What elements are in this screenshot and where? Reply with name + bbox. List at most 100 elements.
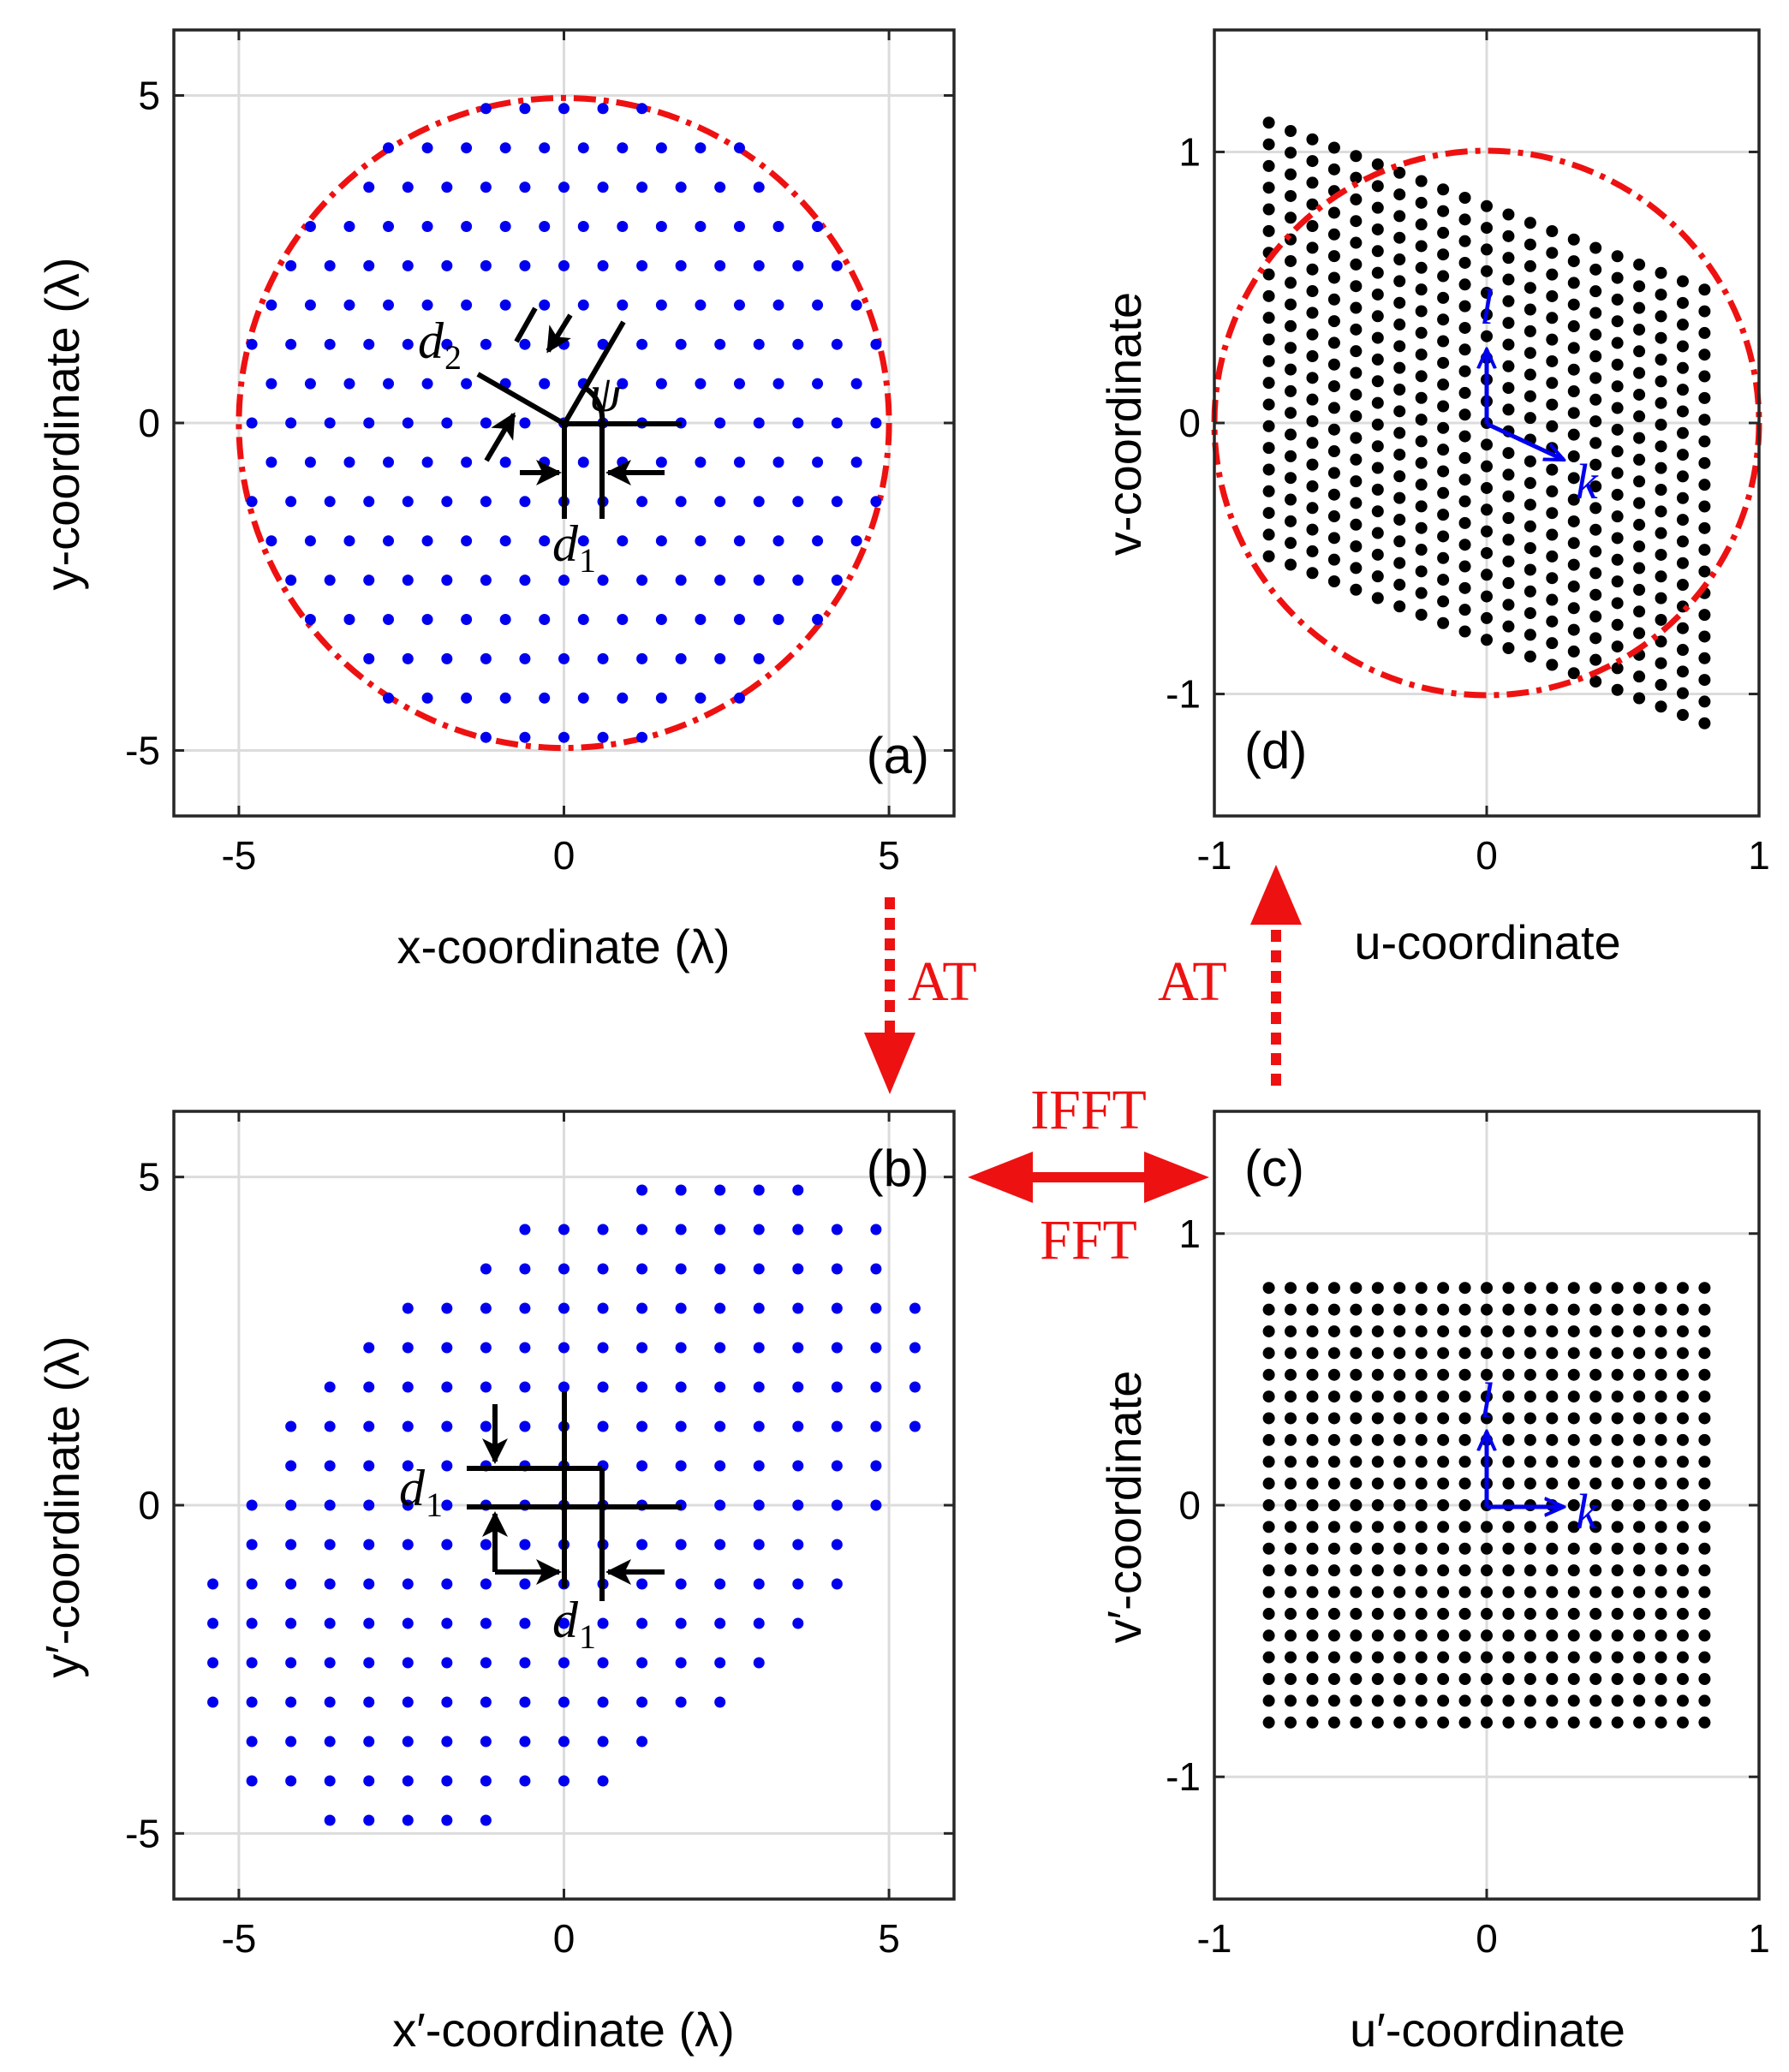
c-data-point xyxy=(1458,1629,1471,1642)
d-data-point xyxy=(1415,218,1428,231)
d-data-point xyxy=(1633,453,1646,466)
c-data-point xyxy=(1415,1477,1428,1490)
c-data-point xyxy=(1393,1303,1406,1316)
d-data-point xyxy=(1546,420,1559,432)
d-ytick-label: 0 xyxy=(1178,401,1201,445)
d-data-point xyxy=(1285,515,1297,527)
d-data-point xyxy=(1589,393,1602,406)
a-xtick-label: 0 xyxy=(553,833,575,878)
d-data-point xyxy=(1458,495,1471,508)
c-data-point xyxy=(1437,1477,1450,1490)
c-data-point xyxy=(1415,1433,1428,1446)
b-data-point xyxy=(324,1420,336,1432)
c-data-point xyxy=(1415,1303,1428,1316)
d-data-point xyxy=(1589,653,1602,666)
b-data-point xyxy=(714,1499,726,1511)
d-data-point xyxy=(1458,516,1471,529)
a-data-point xyxy=(753,496,765,508)
at-down-arrow-icon xyxy=(864,1033,915,1094)
c-data-point xyxy=(1350,1412,1363,1425)
a-data-point xyxy=(539,221,551,232)
c-data-point xyxy=(1393,1521,1406,1533)
c-data-point xyxy=(1589,1607,1602,1620)
c-data-point xyxy=(1393,1325,1406,1337)
a-data-point xyxy=(519,496,531,508)
c-data-point xyxy=(1546,1629,1559,1642)
d-data-point xyxy=(1502,273,1515,286)
d-data-point xyxy=(1655,266,1667,279)
c-data-point xyxy=(1633,1499,1646,1511)
d-data-point xyxy=(1611,271,1624,284)
d-data-point xyxy=(1350,475,1363,488)
a-data-point xyxy=(363,496,375,508)
d-data-point xyxy=(1262,182,1275,194)
fft-arrow-left-icon xyxy=(968,1152,1033,1203)
a-data-point xyxy=(733,221,745,232)
b-data-point xyxy=(324,1775,336,1787)
d-data-point xyxy=(1371,548,1384,561)
c-data-point xyxy=(1350,1303,1363,1316)
b-data-point xyxy=(675,1578,687,1590)
a-data-point xyxy=(655,378,667,390)
d-data-point xyxy=(1371,158,1384,171)
b-data-point xyxy=(597,1775,609,1787)
b-data-point xyxy=(441,1420,453,1432)
d-data-point xyxy=(1698,283,1711,296)
d-data-point xyxy=(1350,193,1363,205)
d-data-point xyxy=(1262,138,1275,151)
a-data-point xyxy=(421,221,433,232)
d-data-point xyxy=(1611,445,1624,458)
b-data-point xyxy=(324,1617,336,1629)
a-data-point xyxy=(441,182,453,194)
d-data-point xyxy=(1698,630,1711,643)
b-data-point xyxy=(480,1263,492,1275)
b-data-point xyxy=(480,1420,492,1432)
c-data-point xyxy=(1437,1390,1450,1403)
d-data-point xyxy=(1502,229,1515,242)
c-data-point xyxy=(1655,1521,1667,1533)
d-data-point xyxy=(1655,289,1667,301)
a-data-point xyxy=(617,221,629,232)
c-ytick-label: 1 xyxy=(1178,1212,1201,1256)
d-data-point xyxy=(1502,468,1515,481)
c-data-point xyxy=(1481,1673,1493,1686)
b-data-point xyxy=(441,1736,453,1748)
b-data-point xyxy=(324,1657,336,1669)
c-data-point xyxy=(1698,1564,1711,1577)
c-data-point xyxy=(1676,1673,1689,1686)
d-data-point xyxy=(1698,717,1711,729)
c-data-point xyxy=(1458,1368,1471,1381)
d-data-point xyxy=(1676,687,1689,700)
d-data-point xyxy=(1676,405,1689,418)
d-data-point xyxy=(1589,480,1602,493)
b-data-point xyxy=(402,1775,414,1787)
d-data-point xyxy=(1350,280,1363,293)
c-data-point xyxy=(1611,1629,1624,1642)
a-data-point xyxy=(539,142,551,154)
a-data-point xyxy=(655,142,667,154)
d-data-point xyxy=(1458,300,1471,313)
d-data-point xyxy=(1262,159,1275,172)
panel-b-geometry-annotation: d 1 d 1 xyxy=(399,1391,682,1656)
d-data-point xyxy=(1698,414,1711,426)
c-data-point xyxy=(1611,1303,1624,1316)
c-data-point xyxy=(1481,1412,1493,1425)
b-data-point xyxy=(246,1775,258,1787)
c-data-point xyxy=(1546,1477,1559,1490)
c-data-point xyxy=(1676,1412,1689,1425)
d-data-point xyxy=(1698,500,1711,513)
a-data-point xyxy=(850,456,862,468)
d-data-point xyxy=(1611,293,1624,306)
c-data-point xyxy=(1415,1542,1428,1555)
d-data-point xyxy=(1481,287,1493,300)
c-data-point xyxy=(1306,1586,1319,1599)
a-data-point xyxy=(461,299,473,311)
a-data-point xyxy=(539,535,551,547)
c-data-point xyxy=(1567,1651,1580,1664)
c-data-point xyxy=(1285,1673,1297,1686)
b-data-point xyxy=(792,1381,804,1393)
c-data-point xyxy=(1371,1499,1384,1511)
panel-b-d1-horizontal-subscript: 1 xyxy=(579,1617,596,1656)
d-data-point xyxy=(1327,358,1340,371)
d-data-point xyxy=(1285,254,1297,267)
